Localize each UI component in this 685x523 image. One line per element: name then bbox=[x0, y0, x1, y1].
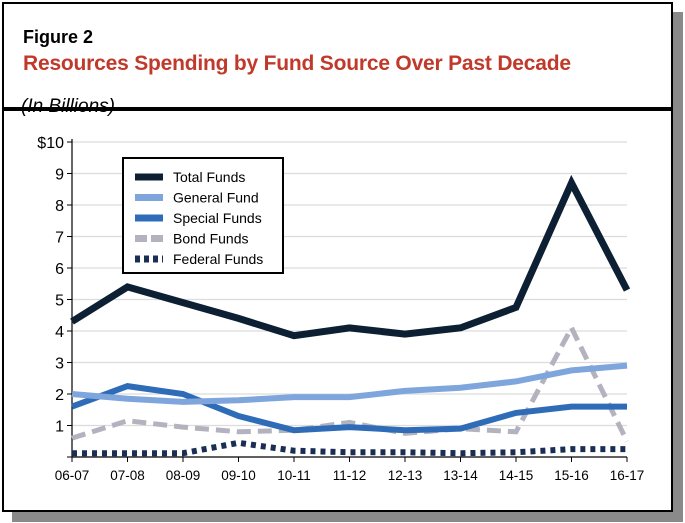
y-tick-label: 8 bbox=[55, 198, 64, 215]
x-tick-label: 10-11 bbox=[277, 468, 311, 483]
x-tick-label: 07-08 bbox=[110, 468, 145, 483]
y-tick-label: 4 bbox=[55, 324, 64, 341]
y-tick-label: 9 bbox=[55, 167, 64, 184]
unit-note: (In Billions) bbox=[21, 96, 115, 117]
x-tick-label: 14-15 bbox=[499, 468, 534, 483]
x-tick-label: 15-16 bbox=[554, 468, 589, 483]
x-tick-label: 13-14 bbox=[443, 468, 478, 483]
legend-label: Special Funds bbox=[173, 210, 262, 226]
series-line-bond-funds bbox=[71, 322, 630, 443]
series-line-total-funds bbox=[70, 174, 631, 340]
x-tick-label: 06-07 bbox=[55, 468, 90, 483]
legend-label: General Fund bbox=[173, 190, 259, 206]
legend-label: Total Funds bbox=[173, 169, 245, 185]
y-tick-label: 7 bbox=[55, 230, 64, 247]
legend-label: Federal Funds bbox=[173, 251, 263, 267]
series-line-federal-funds bbox=[72, 439, 627, 457]
figure-label: Figure 2 bbox=[23, 27, 94, 47]
chart-title: Resources Spending by Fund Source Over P… bbox=[23, 52, 571, 75]
legend-label: Bond Funds bbox=[173, 231, 249, 247]
legend: Total Funds General Fund Special Funds Bond… bbox=[122, 157, 284, 274]
x-tick-label: 11-12 bbox=[333, 468, 367, 483]
x-tick-label: 08-09 bbox=[166, 468, 201, 483]
y-tick-label: 5 bbox=[55, 293, 64, 310]
x-tick-label: 16-17 bbox=[610, 468, 645, 483]
y-tick-label: 3 bbox=[55, 356, 64, 373]
y-tick-label: 6 bbox=[55, 261, 64, 278]
y-tick-label: 1 bbox=[55, 419, 64, 436]
x-tick-label: 09-10 bbox=[221, 468, 256, 483]
y-tick-label: 2 bbox=[55, 387, 64, 404]
y-tick-label: $10 bbox=[37, 135, 64, 152]
series-line-general-fund bbox=[71, 362, 628, 405]
title-divider bbox=[4, 107, 671, 111]
x-tick-label: 12-13 bbox=[388, 468, 423, 483]
series-line-special-funds bbox=[70, 383, 627, 434]
